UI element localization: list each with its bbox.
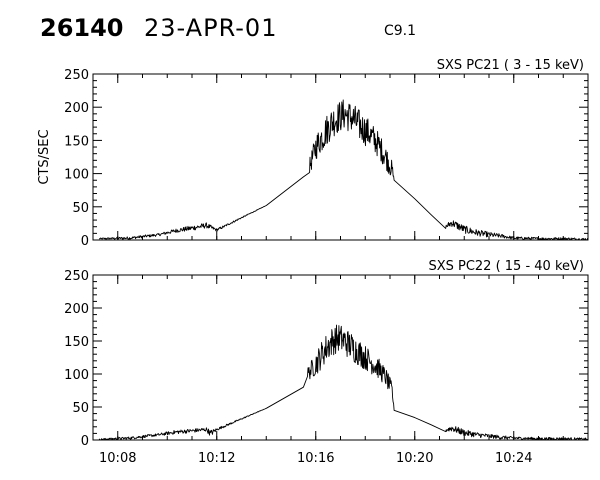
lower-xtick-label: 10:20 — [396, 451, 433, 466]
lower-xtick-label: 10:08 — [99, 451, 136, 466]
event-id: 26140 — [40, 14, 124, 42]
upper-ytick-label: 0 — [81, 234, 89, 249]
upper-ytick-label: 50 — [72, 201, 89, 216]
upper-ytick-label: 150 — [64, 134, 89, 149]
lower-xtick-label: 10:24 — [495, 451, 532, 466]
upper-ylabel: CTS/SEC — [37, 129, 52, 184]
upper-panel-title: SXS PC21 ( 3 - 15 keV) — [437, 58, 584, 73]
flare-class: C9.1 — [384, 23, 417, 39]
lower-ytick-label: 0 — [81, 434, 89, 449]
lower-ytick-label: 250 — [64, 269, 89, 284]
event-date: 23-APR-01 — [144, 14, 278, 42]
lower-ytick-label: 200 — [64, 302, 89, 317]
upper-series-line — [98, 99, 589, 241]
lower-plot-frame — [92, 274, 589, 441]
lower-ytick-label: 50 — [72, 401, 89, 416]
lower-series-line — [98, 324, 589, 441]
lower-ytick-label: 100 — [64, 368, 89, 383]
lower-xtick-label: 10:12 — [198, 451, 235, 466]
lower-panel-title: SXS PC22 ( 15 - 40 keV) — [428, 259, 584, 274]
upper-ytick-label: 250 — [64, 68, 89, 83]
upper-plot-frame — [92, 73, 589, 241]
lower-xtick-label: 10:16 — [297, 451, 334, 466]
lower-ytick-label: 150 — [64, 335, 89, 350]
upper-ytick-label: 200 — [64, 101, 89, 116]
upper-ytick-label: 100 — [64, 168, 89, 183]
